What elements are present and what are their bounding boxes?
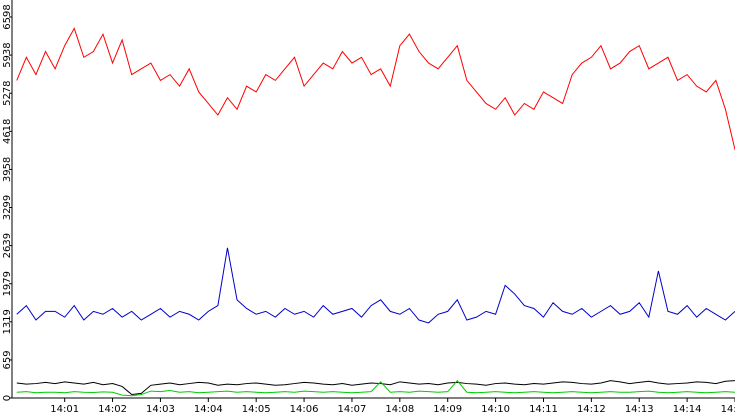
x-tick-label: 14:07 (338, 404, 367, 415)
y-tick-label: 0 (2, 395, 13, 401)
x-tick-label: 14:14 (673, 404, 702, 415)
x-tick-label: 14:05 (242, 404, 271, 415)
series-line (16, 247, 735, 324)
y-tick-label: 6598 (2, 4, 13, 29)
y-tick-label: 5278 (2, 80, 13, 105)
x-tick-label: 14:09 (433, 404, 462, 415)
x-tick-label: 14:02 (98, 404, 127, 415)
x-tick-label: 14:13 (625, 404, 654, 415)
y-tick-label: 3958 (2, 157, 13, 182)
x-tick-label: 14:11 (529, 404, 558, 415)
y-tick-label: 1979 (2, 271, 13, 296)
y-tick-label: 3299 (2, 195, 13, 220)
x-tick-label: 14:15 (721, 404, 735, 415)
x-tick-label: 14:08 (385, 404, 414, 415)
x-tick-label: 14:03 (146, 404, 175, 415)
series-line (16, 27, 735, 150)
y-tick-label: 5938 (2, 42, 13, 67)
y-tick-label: 4618 (2, 119, 13, 144)
x-tick-label: 14:04 (194, 404, 223, 415)
x-tick-label: 14:12 (577, 404, 606, 415)
y-tick-label: 659 (2, 350, 13, 369)
series-line (16, 379, 735, 397)
series-line (16, 380, 735, 396)
x-tick-label: 14:10 (481, 404, 510, 415)
y-tick-label: 2639 (2, 233, 13, 258)
x-tick-label: 14:01 (50, 404, 79, 415)
x-tick-label: 14:06 (290, 404, 319, 415)
y-tick-label: 1319 (2, 309, 13, 334)
